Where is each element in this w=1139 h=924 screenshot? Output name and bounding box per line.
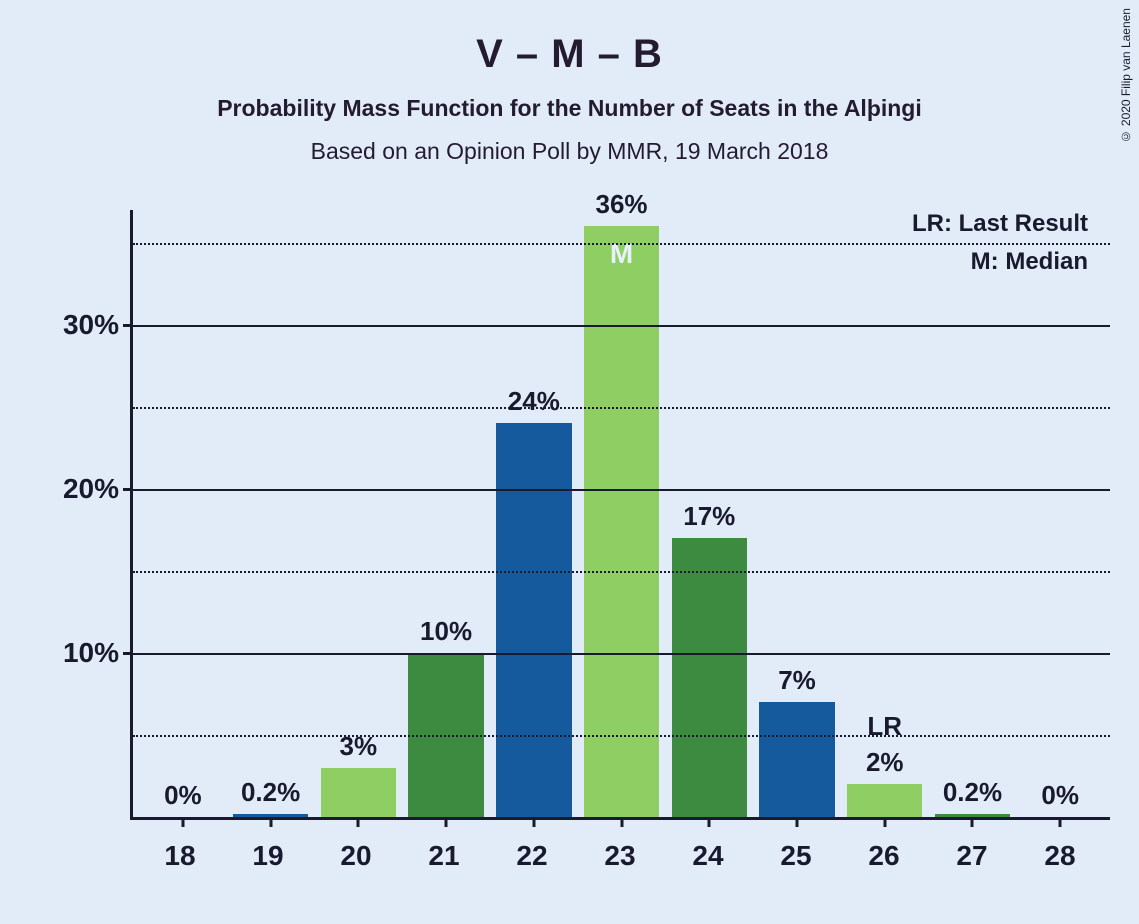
y-tick-mark bbox=[123, 324, 133, 327]
chart-subtitle-2: Based on an Opinion Poll by MMR, 19 Marc… bbox=[0, 138, 1139, 165]
gridline-major bbox=[133, 489, 1110, 491]
x-axis-label: 19 bbox=[224, 824, 312, 872]
bar-slot: 7% bbox=[753, 210, 841, 817]
y-axis-label: 30% bbox=[63, 309, 119, 341]
bar-value-label: 10% bbox=[420, 616, 472, 647]
gridline-major bbox=[133, 325, 1110, 327]
y-axis-label: 20% bbox=[63, 473, 119, 505]
bar-value-label: 24% bbox=[508, 386, 560, 417]
bar-value-label: 0.2% bbox=[943, 777, 1002, 808]
bar: 24% bbox=[496, 423, 571, 817]
bar: 36%M bbox=[584, 226, 659, 817]
gridline-minor bbox=[133, 407, 1110, 409]
bar-value-label: 2% bbox=[866, 747, 904, 778]
bar-value-label: 17% bbox=[683, 501, 735, 532]
x-axis-label: 18 bbox=[136, 824, 224, 872]
x-axis-label: 24 bbox=[664, 824, 752, 872]
y-tick-mark bbox=[123, 488, 133, 491]
x-axis-label: 20 bbox=[312, 824, 400, 872]
bars-container: 0%0.2%3%10%24%36%M17%7%2%LR0.2%0% bbox=[133, 210, 1110, 817]
x-axis-label: 22 bbox=[488, 824, 576, 872]
bar: 7% bbox=[759, 702, 834, 817]
chart-titles: V – M – B Probability Mass Function for … bbox=[0, 0, 1139, 165]
bar-slot: 0.2% bbox=[929, 210, 1017, 817]
bar-slot: 36%M bbox=[578, 210, 666, 817]
chart-subtitle-1: Probability Mass Function for the Number… bbox=[0, 95, 1139, 122]
gridline-minor bbox=[133, 735, 1110, 737]
x-axis-label: 27 bbox=[928, 824, 1016, 872]
x-axis-label: 28 bbox=[1016, 824, 1104, 872]
bar: 2%LR bbox=[847, 784, 922, 817]
bar: 3% bbox=[321, 768, 396, 817]
bar-value-label: 0.2% bbox=[241, 777, 300, 808]
copyright-text: © 2020 Filip van Laenen bbox=[1119, 8, 1133, 143]
plot-area: LR: Last Result M: Median 0%0.2%3%10%24%… bbox=[130, 210, 1110, 820]
bar-value-label: 0% bbox=[1041, 780, 1079, 811]
bar-slot: 3% bbox=[314, 210, 402, 817]
x-axis-labels: 1819202122232425262728 bbox=[130, 824, 1110, 872]
gridline-minor bbox=[133, 243, 1110, 245]
x-axis-label: 26 bbox=[840, 824, 928, 872]
gridline-minor bbox=[133, 571, 1110, 573]
bar-slot: 24% bbox=[490, 210, 578, 817]
y-tick-mark bbox=[123, 652, 133, 655]
bar-slot: 10% bbox=[402, 210, 490, 817]
bar-value-label: 36% bbox=[596, 189, 648, 220]
chart-title: V – M – B bbox=[0, 32, 1139, 77]
bar-slot: 17% bbox=[665, 210, 753, 817]
x-axis-label: 21 bbox=[400, 824, 488, 872]
bar: 17% bbox=[672, 538, 747, 817]
gridline-major bbox=[133, 653, 1110, 655]
bar-slot: 0% bbox=[139, 210, 227, 817]
bar-slot: 2% LR bbox=[841, 210, 929, 817]
y-axis-label: 10% bbox=[63, 637, 119, 669]
last-result-marker: LR bbox=[867, 711, 902, 742]
x-axis-label: 25 bbox=[752, 824, 840, 872]
bar-slot: 0% bbox=[1016, 210, 1104, 817]
x-axis-label: 23 bbox=[576, 824, 664, 872]
bar-value-label: 7% bbox=[778, 665, 816, 696]
bar-slot: 0.2% bbox=[227, 210, 315, 817]
bar-value-label: 0% bbox=[164, 780, 202, 811]
chart-container: © 2020 Filip van Laenen V – M – B Probab… bbox=[0, 0, 1139, 924]
